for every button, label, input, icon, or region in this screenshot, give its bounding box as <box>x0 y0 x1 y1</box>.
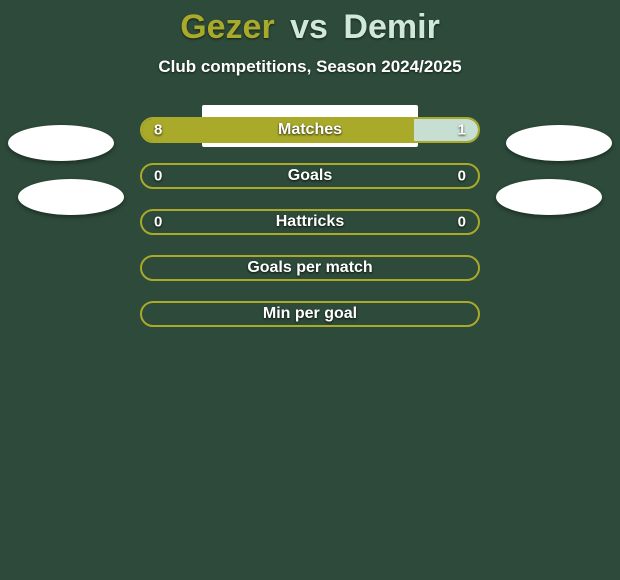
avatar-left-1 <box>8 125 114 161</box>
stat-bar-hattricks: 00Hattricks <box>140 209 480 235</box>
bar-label: Min per goal <box>142 305 478 323</box>
avatar-right-1 <box>506 125 612 161</box>
bar-label: Hattricks <box>142 213 478 231</box>
stat-bar-min-per-goal: Min per goal <box>140 301 480 327</box>
player1-name: Gezer <box>180 8 275 46</box>
bar-label: Goals <box>142 167 478 185</box>
subtitle: Club competitions, Season 2024/2025 <box>0 57 620 77</box>
stat-bar-goals-per-match: Goals per match <box>140 255 480 281</box>
stat-bar-matches: 81Matches <box>140 117 480 143</box>
player2-name: Demir <box>343 8 439 46</box>
comparison-stage: 81Matches 00Goals 00Hattricks Goals per mat… <box>0 105 620 465</box>
title: Gezer vs Demir <box>0 0 620 47</box>
avatar-left-2 <box>18 179 124 215</box>
vs-text: vs <box>290 8 328 46</box>
bar-label: Matches <box>142 121 478 139</box>
stat-bars: 81Matches 00Goals 00Hattricks Goals per mat… <box>140 117 480 347</box>
avatar-right-2 <box>496 179 602 215</box>
stat-bar-goals: 00Goals <box>140 163 480 189</box>
bar-label: Goals per match <box>142 259 478 277</box>
